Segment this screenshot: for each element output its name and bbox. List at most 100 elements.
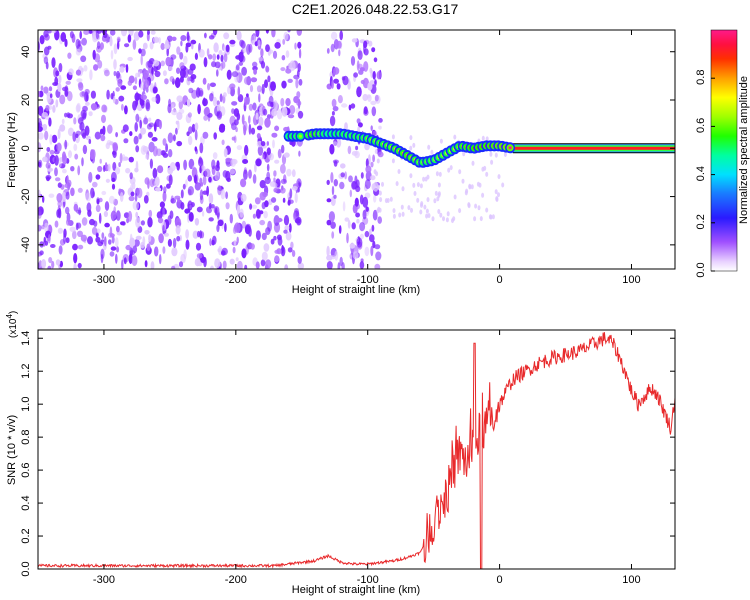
noise-speck: [110, 93, 114, 100]
noise-speck: [371, 106, 377, 117]
noise-speck: [204, 106, 210, 115]
noise-speck: [351, 222, 356, 230]
noise-speck: [208, 193, 214, 205]
colorbar-tick-label: 0.8: [695, 70, 707, 85]
ridge-blob: [298, 134, 302, 138]
noise-speck: [271, 197, 277, 203]
noise-speck: [180, 202, 185, 210]
noise-speck: [447, 167, 451, 173]
noise-speck: [416, 197, 420, 203]
noise-speck: [252, 213, 256, 219]
noise-speck: [126, 217, 130, 224]
noise-speck: [231, 158, 238, 165]
noise-speck: [38, 142, 42, 153]
noise-speck: [38, 189, 41, 201]
noise-speck: [401, 186, 405, 192]
noise-speck: [77, 230, 83, 237]
noise-speck: [162, 191, 167, 202]
noise-speck: [123, 257, 127, 265]
noise-speck: [395, 181, 399, 187]
noise-speck: [373, 181, 379, 192]
noise-speck: [271, 30, 276, 38]
noise-speck: [101, 232, 105, 240]
noise-speck: [134, 122, 138, 132]
noise-speck: [208, 176, 212, 183]
noise-speck: [359, 261, 365, 269]
noise-speck: [286, 168, 292, 177]
noise-speck: [282, 38, 286, 45]
colorbar-ticks: 0.0 0.2 0.4 0.6 0.8: [695, 70, 715, 278]
noise-speck: [256, 125, 263, 131]
noise-speck: [41, 112, 48, 118]
noise-speck: [67, 127, 74, 137]
noise-speck: [194, 122, 199, 131]
noise-speck: [296, 30, 302, 36]
noise-speck: [220, 250, 226, 256]
noise-speck: [99, 158, 102, 164]
noise-speck: [45, 104, 50, 112]
noise-speck: [188, 87, 194, 94]
noise-speck: [176, 95, 183, 103]
noise-speck: [154, 176, 160, 187]
noise-speck: [40, 85, 44, 91]
noise-speck: [108, 239, 112, 245]
noise-speck: [190, 39, 197, 45]
noise-speck: [202, 175, 207, 186]
noise-speck: [370, 175, 376, 181]
noise-speck: [225, 157, 232, 163]
noise-speck: [364, 143, 370, 151]
noise-speck: [43, 30, 49, 38]
noise-speck: [194, 129, 198, 141]
noise-speck: [145, 154, 150, 160]
noise-speck: [257, 39, 261, 47]
noise-speck: [46, 176, 50, 182]
noise-speck: [409, 145, 413, 151]
noise-speck: [471, 160, 475, 166]
noise-speck: [359, 233, 364, 240]
noise-speck: [265, 44, 270, 52]
y-tick-label: -40: [20, 237, 32, 253]
noise-speck: [397, 169, 401, 174]
y-tick-label: 20: [20, 94, 32, 106]
noise-speck: [213, 132, 217, 140]
noise-speck: [188, 212, 194, 222]
noise-speck: [285, 98, 291, 107]
noise-speck: [296, 216, 302, 226]
noise-speck: [104, 162, 108, 169]
noise-speck: [180, 189, 184, 199]
noise-speck: [54, 155, 59, 166]
noise-speck: [148, 117, 152, 122]
noise-speck: [164, 232, 169, 237]
noise-speck: [109, 251, 115, 257]
noise-speck: [87, 209, 92, 217]
noise-speck: [293, 96, 299, 104]
noise-speck: [149, 41, 154, 50]
noise-speck: [64, 139, 68, 150]
noise-speck: [359, 67, 365, 72]
noise-speck: [143, 195, 149, 204]
noise-speck: [359, 222, 366, 232]
noise-speck: [82, 132, 87, 139]
noise-speck: [256, 85, 262, 93]
noise-speck: [195, 148, 199, 155]
noise-speck: [59, 260, 63, 268]
noise-speck: [51, 260, 55, 269]
noise-speck: [77, 187, 83, 193]
noise-speck: [200, 136, 205, 145]
noise-speck: [453, 134, 457, 140]
noise-speck: [425, 213, 429, 219]
noise-speck: [41, 259, 47, 269]
noise-speck: [176, 235, 181, 242]
noise-speck: [176, 112, 183, 120]
noise-speck: [270, 238, 275, 245]
noise-speck: [168, 98, 172, 107]
noise-speck: [236, 30, 242, 41]
noise-speck: [120, 85, 127, 90]
noise-speck: [189, 76, 194, 82]
noise-speck: [202, 190, 208, 195]
noise-speck: [140, 94, 148, 100]
noise-speck: [142, 146, 149, 153]
noise-speck: [44, 222, 49, 233]
colorbar-gradient: [710, 29, 738, 272]
y-tick-label: 0: [20, 145, 32, 151]
